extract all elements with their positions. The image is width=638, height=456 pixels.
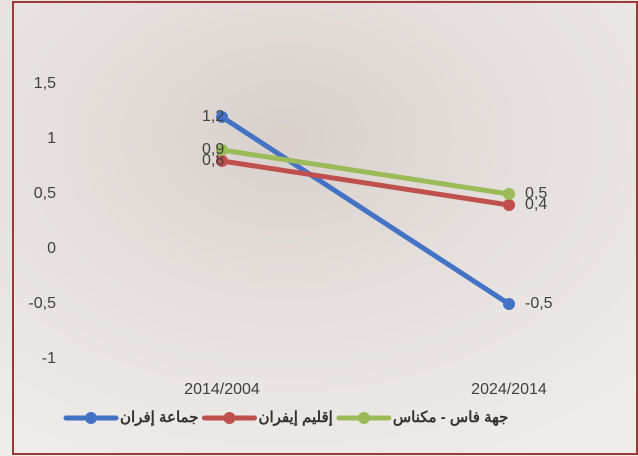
legend-marker [358,412,370,424]
point [503,298,515,310]
y-tick-label: 1,5 [34,75,56,92]
chart: 1,5 1 0,5 0 -0,5 -1 2014/2004 2024/2014 1,2 -0,5 0… [0,0,638,456]
y-tick-label: 1 [47,130,56,147]
data-label: 0,9 [202,141,224,158]
legend-label: إقليم إيفران [258,409,332,426]
y-tick-label: 0,5 [34,185,56,202]
y-tick-label: -1 [42,350,56,367]
x-tick-label: 2024/2014 [471,381,547,398]
y-tick-label: -0,5 [28,295,56,312]
x-tick-label: 2014/2004 [184,381,260,398]
legend-marker [223,412,235,424]
data-label: 0,5 [525,185,547,202]
data-label: 1,2 [202,108,224,125]
data-label: -0,5 [525,295,553,312]
y-tick-label: 0 [47,240,56,257]
point [503,199,515,211]
legend-label: جماعة إفران [120,409,198,426]
point [503,188,515,200]
legend-marker [85,412,97,424]
legend-label: جهة فاس - مكناس [393,409,509,426]
